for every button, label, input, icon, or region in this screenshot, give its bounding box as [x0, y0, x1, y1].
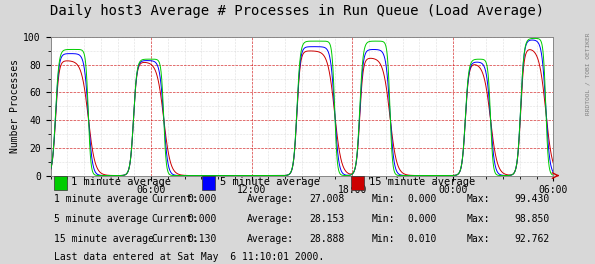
Text: Average:: Average:	[247, 214, 294, 224]
Text: Current:: Current:	[152, 234, 199, 244]
Text: Average:: Average:	[247, 234, 294, 244]
Text: 1 minute average: 1 minute average	[71, 177, 171, 187]
Text: Max:: Max:	[467, 194, 490, 204]
Text: 1 minute average: 1 minute average	[54, 194, 148, 204]
Text: Max:: Max:	[467, 234, 490, 244]
Text: Average:: Average:	[247, 194, 294, 204]
Text: Daily host3 Average # Processes in Run Queue (Load Average): Daily host3 Average # Processes in Run Q…	[51, 4, 544, 18]
Text: 15 minute average: 15 minute average	[54, 234, 154, 244]
Text: 98.850: 98.850	[515, 214, 550, 224]
Text: Max:: Max:	[467, 214, 490, 224]
Text: 27.008: 27.008	[309, 194, 345, 204]
Text: RRDTOOL / TOBI OETIKER: RRDTOOL / TOBI OETIKER	[586, 33, 591, 115]
Text: Last data entered at Sat May  6 11:10:01 2000.: Last data entered at Sat May 6 11:10:01 …	[54, 252, 324, 262]
Text: 0.000: 0.000	[187, 214, 217, 224]
Text: Current:: Current:	[152, 214, 199, 224]
Text: Min:: Min:	[372, 214, 395, 224]
Text: 5 minute average: 5 minute average	[220, 177, 320, 187]
Y-axis label: Number Processes: Number Processes	[11, 59, 20, 153]
Text: 0.000: 0.000	[408, 214, 437, 224]
Text: Min:: Min:	[372, 234, 395, 244]
Text: Min:: Min:	[372, 194, 395, 204]
Text: 0.130: 0.130	[187, 234, 217, 244]
Text: 92.762: 92.762	[515, 234, 550, 244]
Text: 0.000: 0.000	[187, 194, 217, 204]
Text: 28.153: 28.153	[309, 214, 345, 224]
Text: 5 minute average: 5 minute average	[54, 214, 148, 224]
Text: 28.888: 28.888	[309, 234, 345, 244]
Text: Current:: Current:	[152, 194, 199, 204]
Text: 0.010: 0.010	[408, 234, 437, 244]
Text: 15 minute average: 15 minute average	[369, 177, 475, 187]
Text: 99.430: 99.430	[515, 194, 550, 204]
Text: 0.000: 0.000	[408, 194, 437, 204]
